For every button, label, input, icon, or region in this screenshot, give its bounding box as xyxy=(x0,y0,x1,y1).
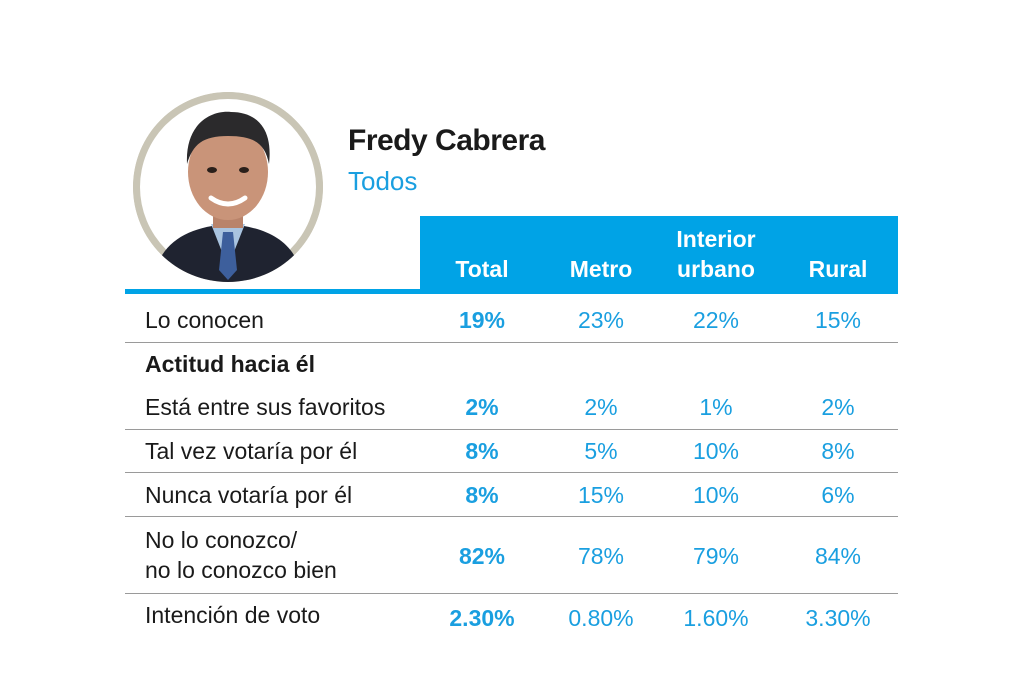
column-header-label-line2: urbano xyxy=(677,256,755,282)
value-cell: 6% xyxy=(821,482,855,508)
value-cell: 15% xyxy=(577,482,625,508)
value-cell: 10% xyxy=(692,438,740,464)
value-cell: 1% xyxy=(699,394,733,420)
value-cell: 19% xyxy=(458,307,506,333)
value-cell: 2% xyxy=(465,394,499,420)
value-cell: 8% xyxy=(821,438,855,464)
row-label-tal-vez: Tal vez votaría por él xyxy=(145,438,358,464)
value-cell: 3.30% xyxy=(805,605,871,631)
value-cell: 2.30% xyxy=(449,605,515,631)
value-cell: 10% xyxy=(692,482,740,508)
row-label-line2: no lo conozco bien xyxy=(145,557,337,583)
column-header-total: Total xyxy=(440,254,524,284)
row-divider xyxy=(125,472,898,473)
column-header-label-line1: Interior xyxy=(676,226,756,252)
portrait-illustration xyxy=(133,92,323,282)
row-label-intencion: Intención de voto xyxy=(145,602,321,628)
value-cell: 8% xyxy=(465,482,499,508)
table-header-rule xyxy=(125,289,898,294)
value-cell: 2% xyxy=(821,394,855,420)
column-header-interior-urbano: Interior urbano xyxy=(660,224,772,284)
value-cell: 5% xyxy=(584,438,618,464)
segment-subtitle: Todos xyxy=(348,166,418,196)
section-heading-actitud: Actitud hacia él xyxy=(145,351,315,377)
row-label-line1: No lo conozco/ xyxy=(145,527,298,553)
row-label-nunca: Nunca votaría por él xyxy=(145,482,353,508)
value-cell: 0.80% xyxy=(568,605,634,631)
row-divider xyxy=(125,593,898,594)
column-header-label: Rural xyxy=(808,256,868,282)
value-cell: 15% xyxy=(814,307,862,333)
value-cell: 22% xyxy=(692,307,740,333)
value-cell: 84% xyxy=(814,543,862,569)
value-cell: 2% xyxy=(584,394,618,420)
value-cell: 79% xyxy=(692,543,740,569)
value-cell: 8% xyxy=(465,438,499,464)
table-header-band xyxy=(420,216,898,293)
value-cell: 1.60% xyxy=(683,605,749,631)
column-header-label: Total xyxy=(455,256,509,282)
value-cell: 78% xyxy=(577,543,625,569)
row-divider xyxy=(125,342,898,343)
row-divider xyxy=(125,429,898,430)
column-header-label: Metro xyxy=(569,256,633,282)
candidate-name: Fredy Cabrera xyxy=(348,124,545,157)
column-header-metro: Metro xyxy=(551,254,651,284)
row-label-lo-conocen: Lo conocen xyxy=(145,307,264,333)
row-divider xyxy=(125,516,898,517)
candidate-portrait xyxy=(133,92,323,282)
value-cell: 23% xyxy=(577,307,625,333)
row-label-favoritos: Está entre sus favoritos xyxy=(145,394,386,420)
row-label-no-lo-conozco: No lo conozco/ no lo conozco bien xyxy=(145,525,337,585)
value-cell: 82% xyxy=(458,543,506,569)
column-header-rural: Rural xyxy=(790,254,886,284)
